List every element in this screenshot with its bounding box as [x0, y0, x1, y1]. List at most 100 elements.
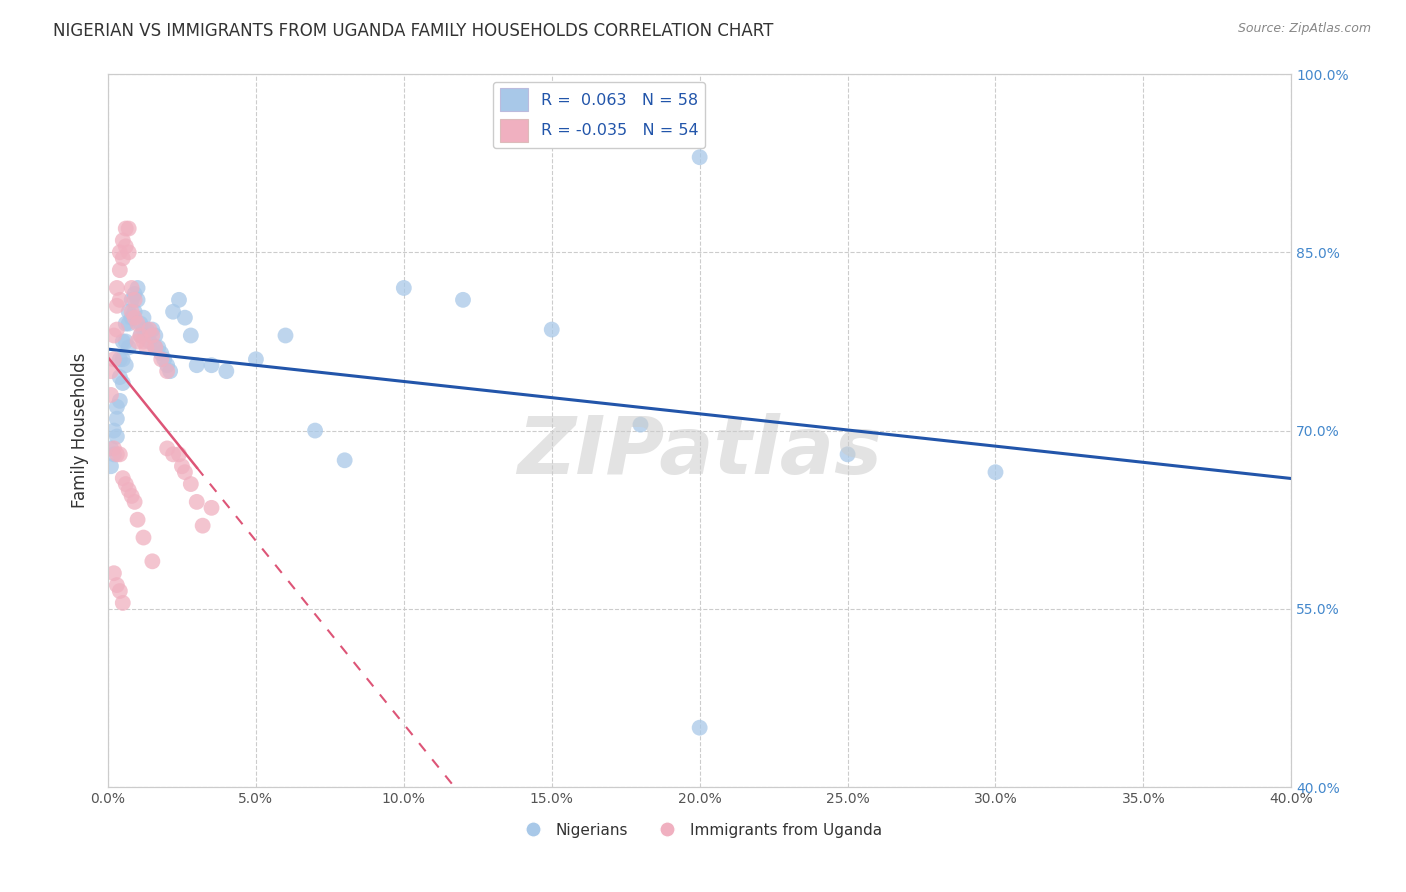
Point — [100, 442, 122, 456]
Point — [138, 322, 160, 336]
Point — [162, 447, 184, 461]
Point — [392, 281, 415, 295]
Point — [114, 477, 136, 491]
Point — [245, 352, 267, 367]
Point — [156, 442, 179, 456]
Text: ZIPatlas: ZIPatlas — [517, 413, 882, 491]
Point — [108, 584, 131, 599]
Point — [837, 447, 859, 461]
Point — [141, 554, 163, 568]
Point — [121, 304, 143, 318]
Point — [127, 334, 149, 349]
Point — [304, 424, 326, 438]
Point — [114, 334, 136, 349]
Point — [132, 531, 155, 545]
Point — [105, 429, 128, 443]
Point — [630, 417, 652, 432]
Point — [124, 495, 146, 509]
Point — [215, 364, 238, 378]
Point — [103, 566, 125, 581]
Point — [118, 483, 141, 497]
Point — [108, 447, 131, 461]
Point — [121, 293, 143, 307]
Point — [118, 340, 141, 354]
Point — [127, 293, 149, 307]
Point — [108, 293, 131, 307]
Point — [111, 334, 134, 349]
Point — [451, 293, 474, 307]
Point — [103, 447, 125, 461]
Y-axis label: Family Households: Family Households — [72, 353, 89, 508]
Point — [111, 252, 134, 266]
Point — [111, 234, 134, 248]
Point — [129, 317, 152, 331]
Point — [105, 447, 128, 461]
Point — [121, 281, 143, 295]
Point — [180, 477, 202, 491]
Point — [186, 495, 208, 509]
Point — [984, 465, 1007, 479]
Point — [105, 578, 128, 592]
Point — [108, 245, 131, 260]
Point — [103, 328, 125, 343]
Point — [132, 310, 155, 325]
Point — [111, 596, 134, 610]
Point — [114, 358, 136, 372]
Point — [143, 328, 166, 343]
Point — [174, 465, 197, 479]
Point — [156, 358, 179, 372]
Text: Source: ZipAtlas.com: Source: ZipAtlas.com — [1237, 22, 1371, 36]
Point — [118, 245, 141, 260]
Point — [129, 328, 152, 343]
Point — [105, 411, 128, 425]
Point — [100, 388, 122, 402]
Point — [105, 322, 128, 336]
Point — [333, 453, 356, 467]
Point — [138, 334, 160, 349]
Point — [105, 281, 128, 295]
Point — [118, 304, 141, 318]
Text: NIGERIAN VS IMMIGRANTS FROM UGANDA FAMILY HOUSEHOLDS CORRELATION CHART: NIGERIAN VS IMMIGRANTS FROM UGANDA FAMIL… — [53, 22, 773, 40]
Point — [103, 352, 125, 367]
Point — [132, 322, 155, 336]
Point — [127, 513, 149, 527]
Point — [143, 340, 166, 354]
Point — [174, 310, 197, 325]
Point — [124, 293, 146, 307]
Point — [200, 358, 222, 372]
Point — [114, 239, 136, 253]
Point — [105, 299, 128, 313]
Point — [162, 304, 184, 318]
Point — [167, 447, 190, 461]
Point — [156, 364, 179, 378]
Point — [114, 221, 136, 235]
Point — [150, 352, 173, 367]
Legend: Nigerians, Immigrants from Uganda: Nigerians, Immigrants from Uganda — [512, 816, 887, 844]
Point — [170, 459, 193, 474]
Point — [105, 400, 128, 414]
Point — [108, 393, 131, 408]
Point — [103, 424, 125, 438]
Point — [111, 376, 134, 390]
Point — [274, 328, 297, 343]
Point — [186, 358, 208, 372]
Point — [121, 489, 143, 503]
Point — [689, 721, 711, 735]
Point — [150, 346, 173, 360]
Point — [143, 340, 166, 354]
Point — [141, 322, 163, 336]
Point — [100, 364, 122, 378]
Point — [135, 322, 157, 336]
Point — [141, 328, 163, 343]
Point — [124, 286, 146, 301]
Point — [124, 304, 146, 318]
Point — [148, 340, 170, 354]
Point — [153, 352, 176, 367]
Point — [689, 150, 711, 164]
Point — [108, 263, 131, 277]
Point — [200, 500, 222, 515]
Point — [191, 518, 214, 533]
Point — [108, 352, 131, 367]
Point — [118, 317, 141, 331]
Point — [114, 317, 136, 331]
